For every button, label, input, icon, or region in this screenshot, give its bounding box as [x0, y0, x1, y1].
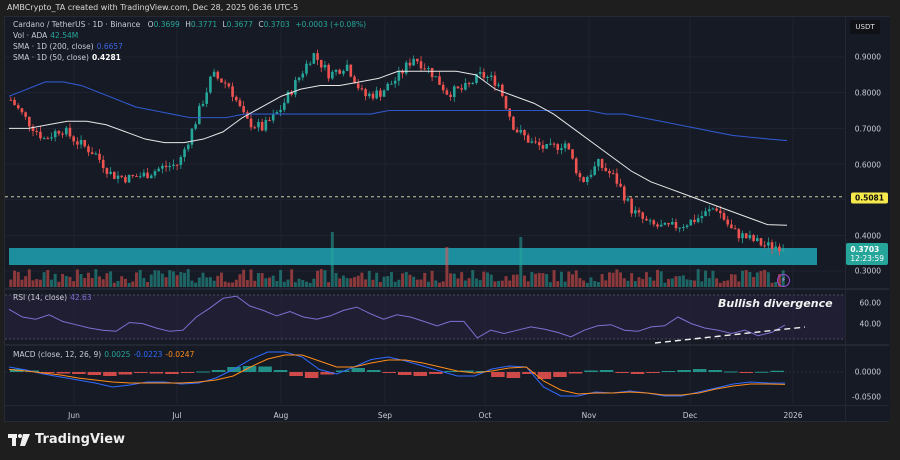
tradingview-brand-text: TradingView: [35, 432, 126, 447]
open-value: 0.3699: [153, 20, 180, 29]
high-value: 0.3771: [190, 20, 218, 29]
macd-hist-value: 0.0025: [104, 350, 131, 359]
price-tick: 0.7000: [854, 124, 881, 134]
rsi-label: RSI (14, close): [13, 293, 68, 302]
price-tick: 0.4000: [854, 231, 881, 241]
sma50-legend[interactable]: SMA · 1D (50, close) 0.4281: [13, 53, 121, 62]
high-label: H: [185, 20, 191, 29]
tradingview-logo-icon: [8, 433, 30, 446]
time-tick: Sep: [377, 411, 393, 420]
volume-legend[interactable]: Vol · ADA 42.54M: [13, 31, 78, 40]
pane-divider[interactable]: [5, 288, 889, 290]
rsi-legend[interactable]: RSI (14, close) 42.63: [13, 293, 92, 302]
sma200-label: SMA · 1D (200, close): [13, 42, 94, 51]
symbol-title: Cardano / TetherUS · 1D · Binance: [13, 20, 141, 29]
sma50-label: SMA · 1D (50, close): [13, 53, 89, 62]
close-value: 0.3703: [263, 20, 290, 29]
close-label: C: [258, 20, 264, 29]
pane-divider[interactable]: [5, 344, 889, 346]
last-price-tag: 0.3703 12:23:59: [846, 243, 888, 265]
chart-canvas[interactable]: [5, 17, 845, 421]
rsi-value: 42.63: [70, 293, 92, 302]
chart-plot-area[interactable]: [5, 17, 845, 421]
last-price: 0.3703: [850, 245, 880, 254]
price-tick: 0.3000: [854, 266, 881, 276]
price-tick: 0.9000: [854, 52, 881, 62]
macd-legend[interactable]: MACD (close, 12, 26, 9) 0.0025 -0.0223 -0.0…: [13, 350, 194, 359]
macd-signal-value: -0.0247: [165, 350, 195, 359]
change-value: +0.0003 (+0.08%): [295, 20, 367, 29]
open-label: O: [147, 20, 154, 29]
volume-value: 42.54M: [50, 31, 79, 40]
time-tick: Oct: [478, 411, 492, 420]
sma200-legend[interactable]: SMA · 1D (200, close) 0.6657: [13, 42, 123, 51]
price-axis[interactable]: 0.9000 0.8000 0.7000 0.6000 0.4000 0.300…: [845, 17, 890, 421]
time-tick: Aug: [273, 411, 289, 420]
sma200-value: 0.6657: [96, 42, 123, 51]
time-tick: Nov: [581, 411, 597, 420]
lightning-event-icon[interactable]: ⚡: [777, 274, 790, 287]
symbol-legend[interactable]: Cardano / TetherUS · 1D · Binance O0.369…: [13, 20, 366, 29]
time-tick: Dec: [682, 411, 698, 420]
bullish-divergence-annotation: Bullish divergence: [718, 297, 833, 310]
price-tick: 0.6000: [854, 160, 881, 170]
macd-tick: 0.0000: [854, 367, 881, 377]
time-tick: Jun: [68, 411, 80, 420]
sma50-value: 0.4281: [91, 53, 121, 62]
time-tick: 2026: [783, 411, 803, 420]
level-price-tag: 0.5081: [851, 192, 888, 204]
volume-label: Vol · ADA: [13, 31, 48, 40]
chart-attribution: AMBCrypto_TA created with TradingView.co…: [0, 0, 900, 16]
chart-frame[interactable]: 0.9000 0.8000 0.7000 0.6000 0.4000 0.300…: [4, 16, 890, 422]
low-value: 0.3677: [226, 20, 253, 29]
time-tick: Jul: [172, 411, 182, 420]
tradingview-logo: TradingView: [8, 432, 125, 447]
rsi-tick: 60.00: [859, 298, 881, 308]
price-tick: 0.8000: [854, 88, 881, 98]
bar-countdown: 12:23:59: [850, 254, 884, 263]
currency-button[interactable]: USDT: [850, 20, 880, 34]
macd-tick: -0.0500: [852, 392, 881, 402]
macd-line-value: -0.0223: [133, 350, 163, 359]
time-axis-divider: [5, 405, 889, 406]
rsi-tick: 40.00: [859, 319, 881, 329]
low-label: L: [222, 20, 227, 29]
macd-label: MACD (close, 12, 26, 9): [13, 350, 102, 359]
